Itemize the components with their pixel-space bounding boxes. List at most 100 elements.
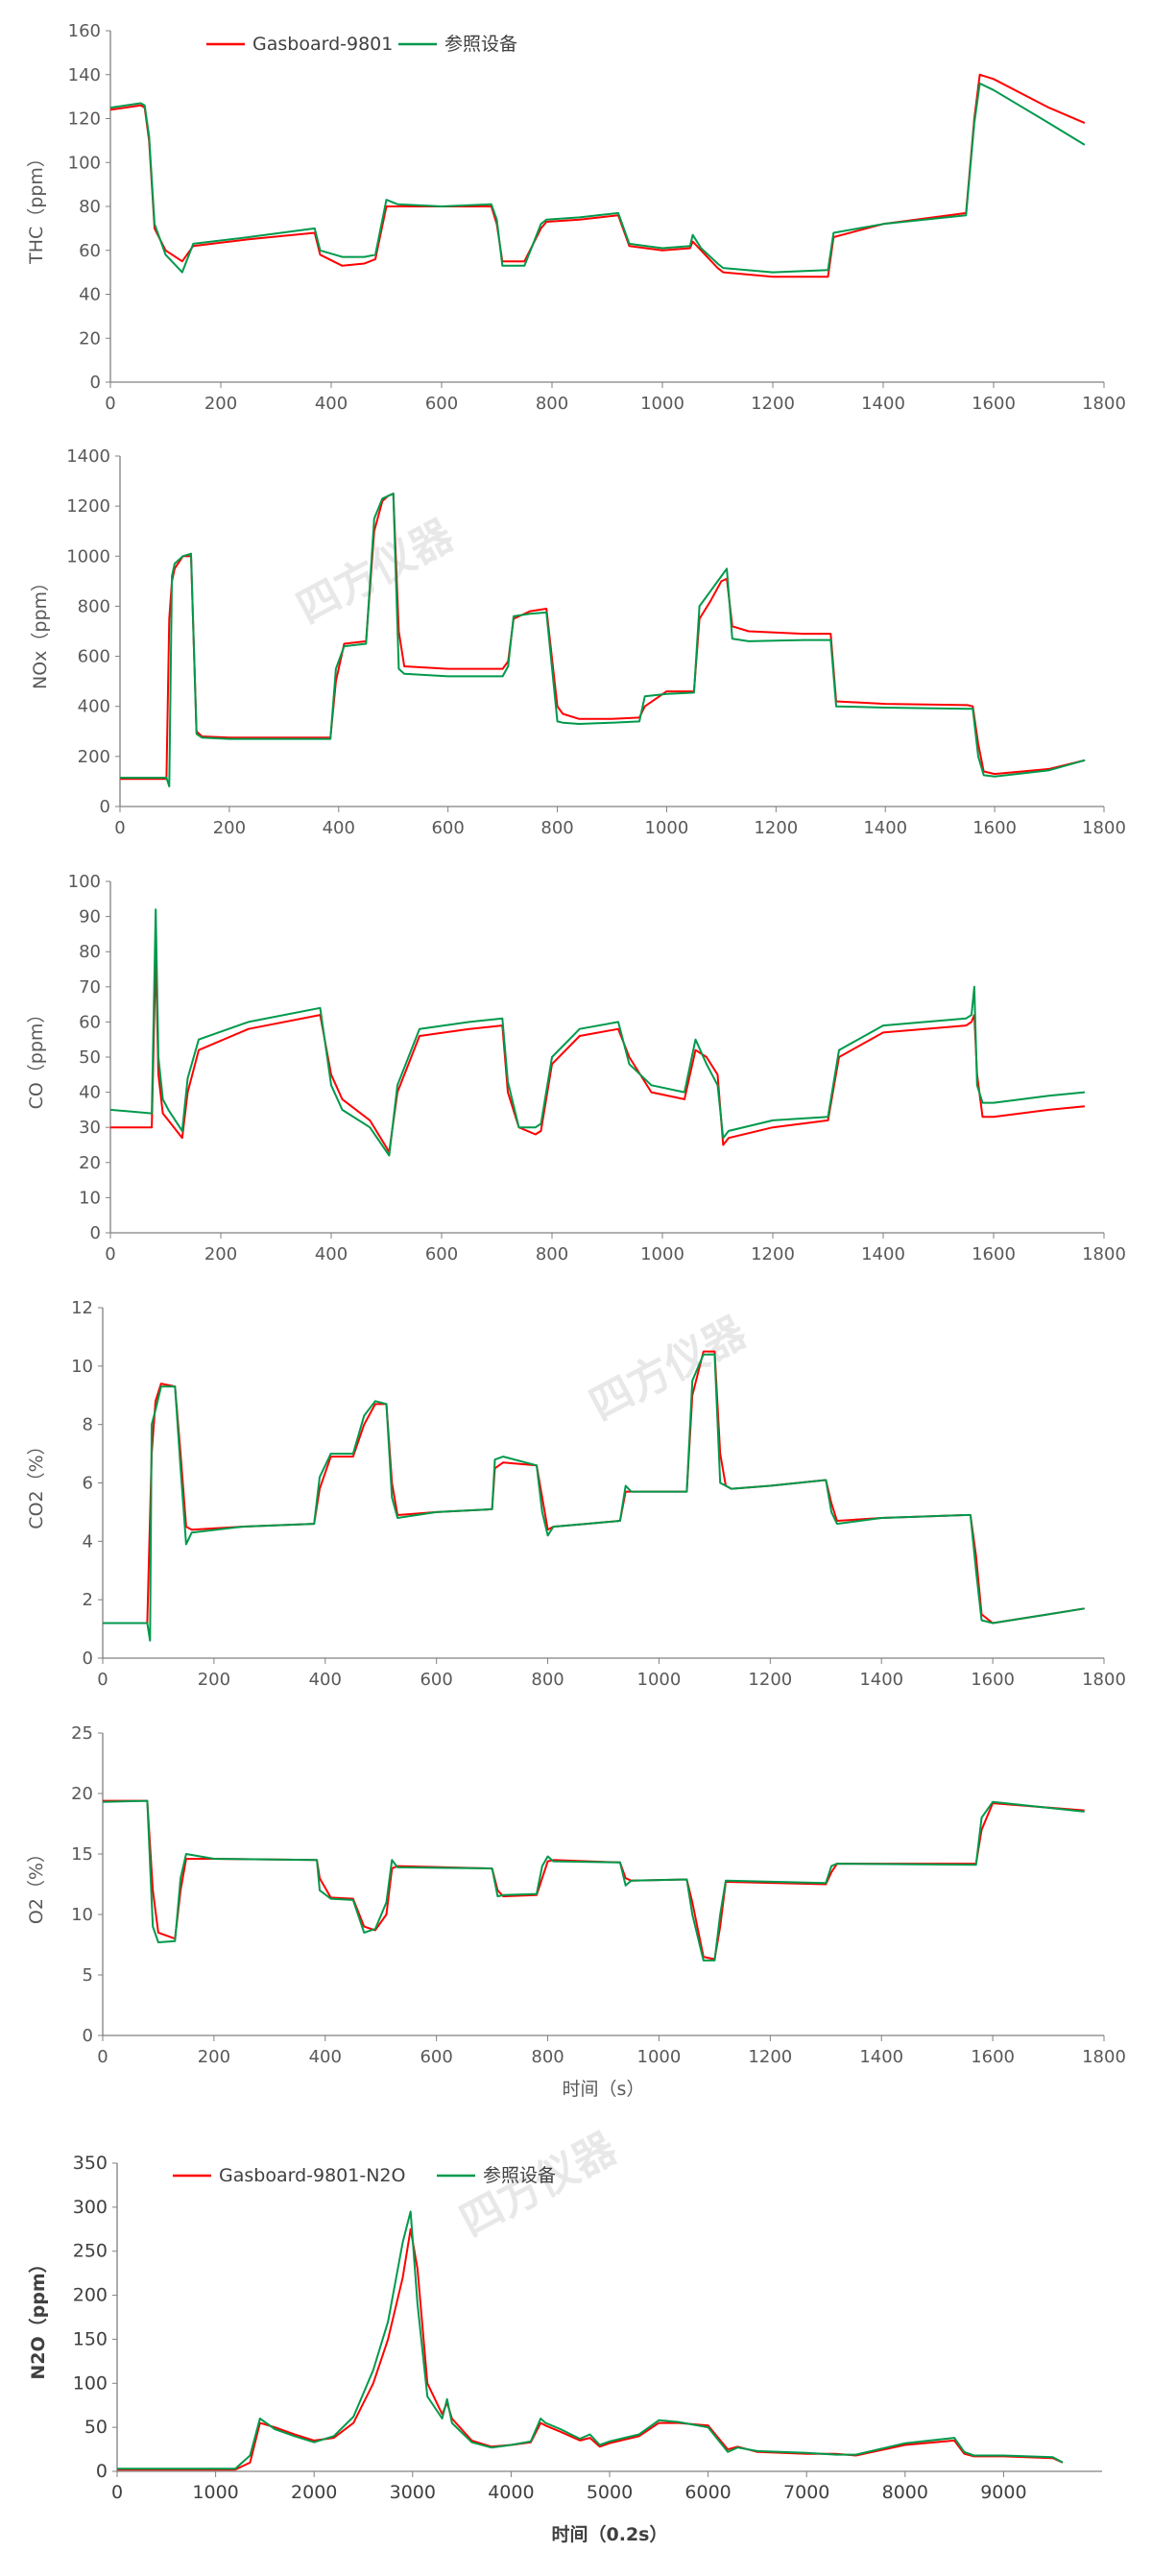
- legend-label: Gasboard-9801: [252, 34, 393, 55]
- x-tick-label: 1600: [972, 394, 1016, 414]
- series-line-device: [120, 493, 1086, 781]
- y-tick-label: 800: [78, 596, 110, 616]
- x-tick-label: 400: [309, 1670, 342, 1690]
- y-tick-label: 10: [71, 1357, 93, 1377]
- y-axis-title: THC（ppm）: [26, 149, 47, 265]
- series-line-device: [103, 1350, 1085, 1625]
- y-tick-label: 50: [79, 1047, 101, 1068]
- y-tick-label: 25: [71, 1723, 93, 1744]
- x-tick-label: 2000: [291, 2482, 337, 2503]
- x-tick-label: 1000: [640, 1244, 684, 1264]
- x-tick-label: 600: [420, 2047, 452, 2067]
- x-tick-label: 200: [204, 394, 237, 414]
- chart-co2: 0 2 4 6 8 10 12 0 200 400 600 800 1000 1200 1400 1600 18…: [26, 1298, 1126, 1690]
- legend-label: Gasboard-9801-N2O: [219, 2165, 405, 2186]
- x-tick-label: 1400: [861, 394, 905, 414]
- y-tick-label: 0: [90, 373, 101, 393]
- x-tick-label: 1600: [972, 1244, 1016, 1264]
- x-tick-label: 800: [531, 1670, 564, 1690]
- y-tick-label: 400: [78, 697, 110, 717]
- x-tick-label: 1800: [1082, 1244, 1126, 1264]
- x-tick-label: 1800: [1082, 2047, 1126, 2067]
- series-line-reference: [117, 2210, 1064, 2470]
- x-tick-label: 0: [105, 1244, 115, 1264]
- x-tick-label: 0: [111, 2482, 123, 2503]
- x-tick-label: 1000: [640, 394, 684, 414]
- x-tick-label: 600: [431, 818, 464, 838]
- y-axis-title: N2O（ppm）: [27, 2254, 49, 2379]
- x-tick-label: 1000: [192, 2482, 238, 2503]
- y-tick-label: 200: [78, 747, 110, 767]
- y-tick-label: 80: [79, 197, 101, 217]
- x-tick-label: 1400: [861, 1244, 905, 1264]
- y-tick-label: 6: [83, 1474, 93, 1494]
- x-tick-label: 600: [425, 1244, 458, 1264]
- y-tick-label: 250: [73, 2241, 108, 2262]
- y-tick-label: 20: [79, 1153, 101, 1173]
- chart-nox: 0 200 400 600 800 1000 1200 1400 0 200 400 600 800 10…: [30, 446, 1126, 838]
- x-tick-label: 400: [315, 394, 348, 414]
- y-tick-label: 70: [79, 977, 101, 998]
- x-tick-label: 0: [114, 818, 125, 838]
- x-tick-label: 0: [97, 2047, 108, 2067]
- y-tick-label: 5: [83, 1965, 93, 1986]
- x-tick-label: 1800: [1082, 394, 1126, 414]
- y-tick-label: 60: [79, 1012, 101, 1032]
- y-tick-label: 150: [73, 2328, 108, 2349]
- x-tick-label: 800: [536, 394, 568, 414]
- y-tick-label: 30: [79, 1118, 101, 1138]
- y-tick-label: 10: [79, 1188, 101, 1208]
- x-tick-label: 1400: [859, 1670, 903, 1690]
- x-tick-label: 1000: [637, 1670, 682, 1690]
- x-tick-label: 0: [105, 394, 115, 414]
- series-line-reference: [120, 493, 1086, 788]
- y-tick-label: 50: [84, 2417, 108, 2438]
- x-tick-label: 1200: [748, 1670, 792, 1690]
- y-tick-label: 200: [73, 2285, 108, 2306]
- x-tick-label: 200: [198, 2047, 230, 2067]
- y-tick-label: 15: [71, 1844, 93, 1865]
- y-tick-label: 350: [73, 2153, 108, 2174]
- watermark-2: 四方仪器: [582, 1308, 755, 1431]
- y-tick-label: 20: [79, 328, 101, 349]
- y-tick-label: 60: [79, 241, 101, 261]
- x-tick-label: 400: [323, 818, 355, 838]
- series-line-device: [109, 73, 1086, 278]
- y-tick-label: 1000: [66, 546, 110, 566]
- y-tick-label: 0: [100, 797, 110, 817]
- x-tick-label: 200: [213, 818, 246, 838]
- series-line-reference: [102, 1799, 1085, 1962]
- y-tick-label: 600: [78, 647, 110, 667]
- y-tick-label: 40: [79, 285, 101, 305]
- series-line-reference: [109, 908, 1085, 1157]
- y-tick-label: 100: [68, 153, 101, 173]
- x-tick-label: 1200: [751, 1244, 795, 1264]
- y-tick-label: 100: [73, 2372, 108, 2394]
- x-tick-label: 1200: [751, 394, 795, 414]
- x-tick-label: 400: [315, 1244, 348, 1264]
- x-tick-label: 200: [204, 1244, 237, 1264]
- y-tick-label: 4: [83, 1531, 93, 1552]
- y-tick-label: 1400: [66, 446, 110, 467]
- y-tick-label: 120: [68, 109, 101, 130]
- y-tick-label: 40: [79, 1083, 101, 1103]
- x-tick-label: 3000: [390, 2482, 436, 2503]
- y-axis-title: NOx（ppm）: [30, 573, 51, 689]
- y-tick-label: 80: [79, 942, 101, 962]
- chart-o2: 0 5 10 15 20 25 0 200 400 600 800 1000 1200 1400 1600 1…: [26, 1723, 1126, 2100]
- y-tick-label: 0: [83, 1649, 93, 1669]
- y-tick-label: 10: [71, 1905, 93, 1925]
- legend-label: 参照设备: [444, 34, 517, 55]
- x-tick-label: 1600: [971, 1670, 1015, 1690]
- y-tick-label: 2: [83, 1590, 93, 1610]
- y-tick-label: 0: [96, 2461, 108, 2482]
- x-tick-label: 1600: [971, 2047, 1015, 2067]
- x-axis-title: 时间（0.2s）: [552, 2523, 668, 2545]
- y-axis-title: CO（ppm）: [26, 1005, 47, 1110]
- y-tick-label: 8: [83, 1415, 93, 1435]
- series-line-reference: [103, 1353, 1085, 1642]
- x-tick-label: 1200: [754, 818, 798, 838]
- x-tick-label: 600: [420, 1670, 452, 1690]
